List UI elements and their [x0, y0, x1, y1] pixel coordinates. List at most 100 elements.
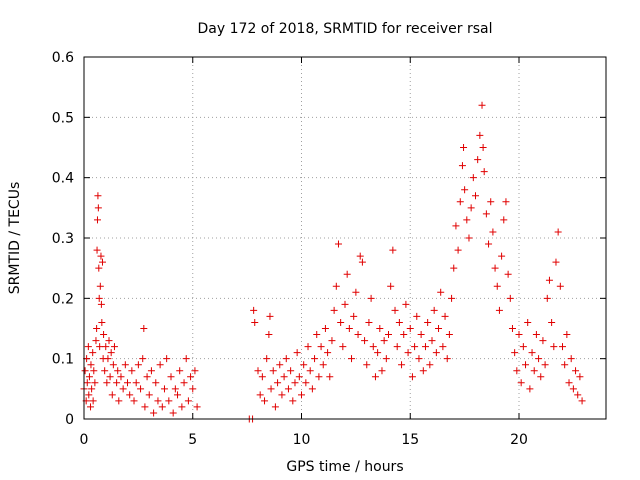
- data-point: [263, 355, 271, 363]
- data-point: [348, 355, 356, 363]
- axis-ticks: 0 0.1 0.2 0.3 0.4 0.5 0.6 0 5 10 15 20: [52, 50, 606, 448]
- data-point: [439, 343, 447, 351]
- data-point: [356, 252, 364, 260]
- data-point: [437, 288, 445, 296]
- data-point: [182, 355, 190, 363]
- data-point: [463, 216, 471, 224]
- data-point: [341, 300, 349, 308]
- data-point: [554, 228, 562, 236]
- data-point: [89, 349, 97, 357]
- data-point: [139, 355, 147, 363]
- data-point: [572, 367, 580, 375]
- data-point: [87, 403, 95, 411]
- data-point: [267, 385, 275, 393]
- data-point: [295, 373, 303, 381]
- data-point: [358, 258, 366, 266]
- data-point: [550, 343, 558, 351]
- data-point: [565, 379, 573, 387]
- data-point: [258, 373, 266, 381]
- data-point: [94, 192, 102, 200]
- x-tick-label: 5: [188, 432, 197, 448]
- plot-frame: [83, 56, 607, 420]
- data-point: [489, 228, 497, 236]
- data-point: [574, 391, 582, 399]
- data-point: [330, 306, 338, 314]
- data-point: [432, 349, 440, 357]
- data-point: [143, 373, 151, 381]
- data-point: [508, 325, 516, 332]
- data-point: [334, 240, 342, 248]
- data-point: [269, 367, 277, 375]
- data-point: [191, 367, 199, 375]
- data-point: [480, 168, 488, 176]
- data-point: [345, 325, 353, 332]
- data-point: [193, 403, 201, 411]
- data-point: [369, 343, 377, 351]
- data-point: [315, 373, 323, 381]
- data-point: [465, 234, 473, 242]
- data-point: [367, 294, 375, 302]
- data-point: [98, 318, 106, 326]
- data-point: [117, 373, 125, 381]
- data-point: [487, 198, 495, 206]
- data-point: [110, 343, 118, 351]
- x-tick-label: 15: [401, 432, 419, 448]
- data-point: [376, 325, 384, 332]
- data-point: [387, 282, 395, 290]
- data-point: [528, 349, 536, 357]
- data-point: [371, 373, 379, 381]
- data-point: [187, 373, 195, 381]
- data-point: [93, 216, 101, 224]
- y-tick-label: 0.3: [52, 231, 74, 247]
- data-point: [515, 331, 523, 339]
- data-point: [493, 282, 501, 290]
- data-point: [98, 258, 106, 266]
- data-point: [378, 367, 386, 375]
- data-point: [141, 403, 149, 411]
- data-point: [519, 343, 527, 351]
- data-point: [343, 270, 351, 278]
- data-point: [332, 282, 340, 290]
- data-point: [391, 306, 399, 314]
- data-point: [339, 343, 347, 351]
- data-point: [428, 337, 436, 345]
- data-point: [352, 288, 360, 296]
- data-point: [293, 349, 301, 357]
- data-point: [308, 385, 316, 393]
- y-tick-label: 0: [65, 412, 74, 428]
- data-point: [102, 343, 110, 351]
- data-point: [176, 367, 184, 375]
- y-tick-label: 0.6: [52, 50, 74, 66]
- data-point: [524, 318, 532, 326]
- data-point: [113, 379, 121, 387]
- data-point: [254, 367, 262, 375]
- data-point: [85, 391, 93, 399]
- data-point: [478, 101, 486, 109]
- data-point: [282, 355, 290, 363]
- data-point: [132, 379, 140, 387]
- data-point: [448, 294, 456, 302]
- data-point: [311, 355, 319, 363]
- y-axis-label: SRMTID / TECUs: [7, 182, 23, 295]
- data-point: [91, 379, 99, 387]
- data-point: [84, 343, 92, 351]
- grid-lines: [84, 57, 606, 419]
- data-point: [114, 367, 122, 375]
- data-point: [109, 361, 117, 369]
- data-point: [147, 367, 155, 375]
- data-point: [169, 409, 177, 417]
- data-point: [124, 379, 131, 387]
- data-point: [504, 270, 512, 278]
- data-point: [543, 294, 551, 302]
- data-point: [150, 409, 158, 417]
- data-point: [491, 264, 499, 272]
- data-point: [156, 361, 164, 369]
- data-point: [90, 367, 98, 375]
- data-point: [317, 343, 325, 351]
- data-point: [256, 391, 264, 399]
- data-point: [563, 331, 571, 339]
- x-tick-label: 20: [510, 432, 528, 448]
- data-point: [513, 367, 521, 375]
- data-point: [411, 343, 419, 351]
- data-point: [415, 355, 423, 363]
